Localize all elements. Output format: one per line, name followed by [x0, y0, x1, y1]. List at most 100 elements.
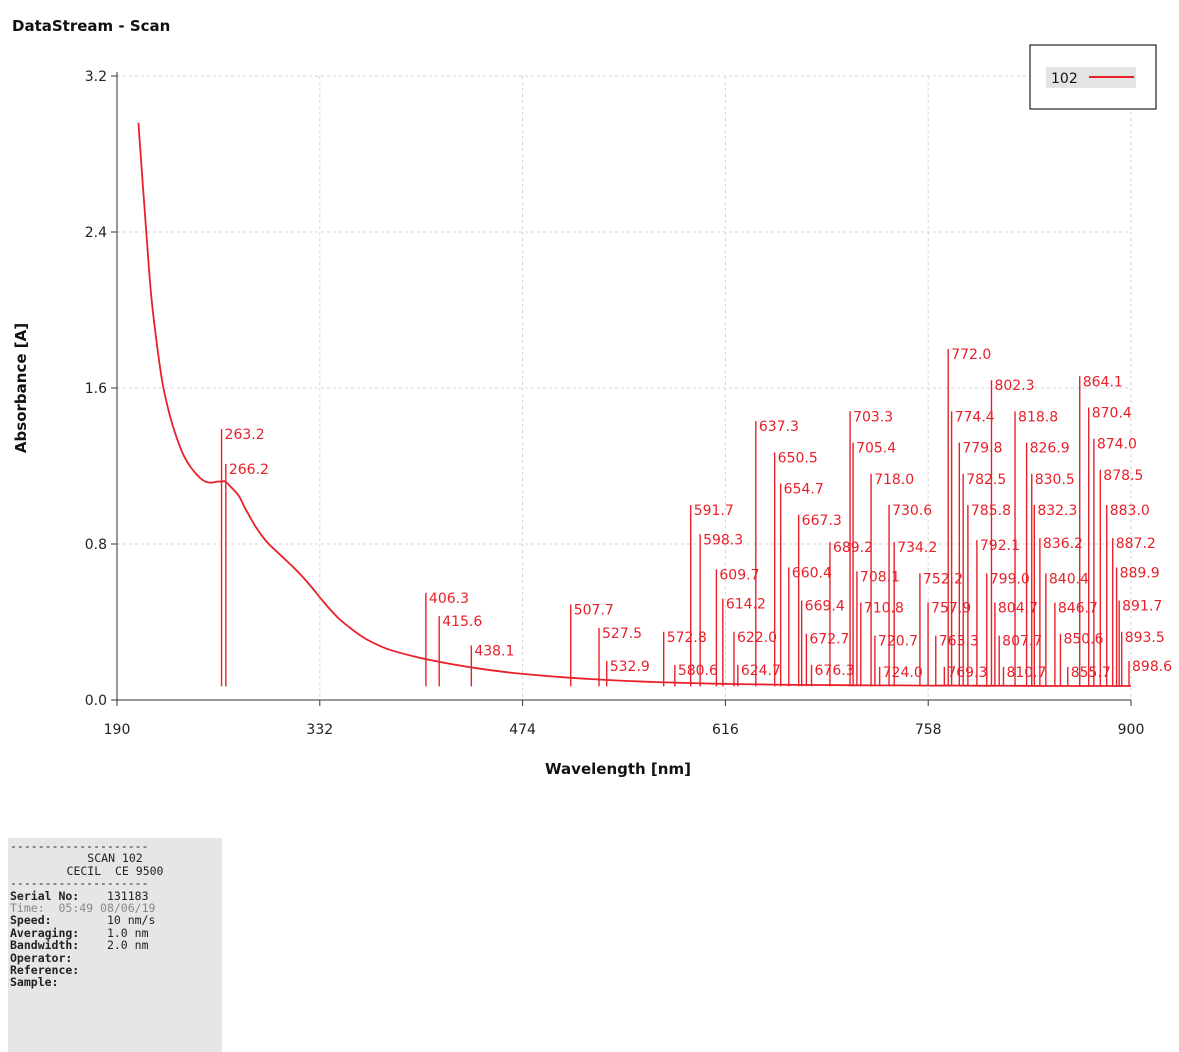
- info-averaging-label: Averaging:: [10, 925, 80, 940]
- peak-label: 898.6: [1132, 659, 1172, 675]
- info-bandwidth-label: Bandwidth:: [10, 938, 80, 953]
- peak-label: 672.7: [809, 632, 849, 648]
- peak-label: 660.4: [792, 565, 832, 581]
- x-axis-label: Wavelength [nm]: [545, 760, 691, 778]
- peak-label: 893.5: [1125, 630, 1165, 646]
- peak-label: 415.6: [442, 614, 482, 630]
- peak-label: 889.9: [1120, 565, 1160, 581]
- y-tick-label: 0.8: [85, 537, 107, 553]
- peak-label: 792.1: [980, 538, 1020, 554]
- legend[interactable]: 102: [1029, 44, 1157, 110]
- peak-label: 855.7: [1071, 665, 1111, 681]
- peak-label: 689.2: [833, 540, 873, 556]
- peak-label: 598.3: [703, 532, 743, 548]
- peak-label: 676.3: [815, 663, 855, 679]
- info-time-row: Time: 05:49 08/06/19: [10, 902, 222, 914]
- peak-label: 527.5: [602, 626, 642, 642]
- peak-label: 870.4: [1092, 406, 1132, 422]
- peak-label: 572.8: [667, 630, 707, 646]
- peak-label: 609.7: [719, 567, 759, 583]
- info-time-label: Time:: [10, 900, 45, 915]
- peak-label: 752.2: [923, 571, 963, 587]
- info-instrument: CECIL CE 9500: [66, 863, 164, 878]
- peak-label: 878.5: [1103, 468, 1143, 484]
- peak-label: 818.8: [1018, 409, 1058, 425]
- peak-label: 734.2: [897, 540, 937, 556]
- peak-label: 266.2: [229, 462, 269, 478]
- peak-label: 614.2: [726, 597, 766, 613]
- peak-label: 532.9: [610, 659, 650, 675]
- peak-label: 840.4: [1049, 571, 1089, 587]
- x-tick-label: 474: [509, 722, 536, 738]
- peak-label: 705.4: [856, 441, 896, 457]
- peak-label: 782.5: [966, 472, 1006, 488]
- x-tick-label: 190: [104, 722, 131, 738]
- peak-label: 804.7: [998, 601, 1038, 617]
- info-operator-row: Operator:: [10, 950, 73, 965]
- peak-label: 785.8: [971, 503, 1011, 519]
- peak-label: 580.6: [678, 663, 718, 679]
- peak-label: 667.3: [802, 513, 842, 529]
- info-speed-value: 10 nm/s: [106, 913, 156, 928]
- peak-label: 832.3: [1037, 503, 1077, 519]
- info-time-value: 05:49 08/06/19: [58, 900, 156, 915]
- peak-label: 710.8: [864, 601, 904, 617]
- grid-lines: [117, 75, 1132, 700]
- y-tick-label: 2.4: [85, 225, 107, 241]
- x-tick-label: 616: [712, 722, 739, 738]
- peak-label: 891.7: [1122, 599, 1162, 615]
- peak-label: 874.0: [1097, 437, 1137, 453]
- series-layer: [137, 122, 1131, 687]
- info-bandwidth-value: 2.0 nm: [106, 938, 149, 953]
- y-axis-label: Absorbance [A]: [12, 323, 30, 453]
- axes: 190 332 474 616 758 900 0.0 0.8 1.6 2.4 3.2: [85, 69, 1145, 738]
- info-sample-row: Sample:: [10, 975, 59, 990]
- peak-label: 769.3: [947, 665, 987, 681]
- peak-label: 802.3: [994, 378, 1034, 394]
- peak-label: 720.7: [878, 634, 918, 650]
- peak-label: 763.3: [939, 634, 979, 650]
- peak-label: 622.0: [737, 630, 777, 646]
- peak-label: 708.1: [860, 569, 900, 585]
- y-tick-label: 1.6: [85, 381, 107, 397]
- scan-info-panel: -------------------- SCAN 102 CECIL CE 9…: [8, 838, 222, 1052]
- info-speed-label: Speed:: [10, 913, 52, 928]
- peak-label: 779.8: [962, 441, 1002, 457]
- peak-label: 703.3: [853, 409, 893, 425]
- peak-label: 724.0: [883, 665, 923, 681]
- info-serial-value: 131183: [106, 888, 149, 903]
- info-serial-label: Serial No:: [10, 888, 80, 903]
- peak-label: 669.4: [805, 599, 845, 615]
- peak-label: 654.7: [784, 482, 824, 498]
- peak-label: 846.7: [1058, 601, 1098, 617]
- peak-label: 826.9: [1030, 441, 1070, 457]
- peak-label: 887.2: [1116, 536, 1156, 552]
- peaks-layer: 263.2 266.2 406.3 415.6 438.1 507.7 527.5 532.9…: [220, 347, 1172, 687]
- peak-label: 830.5: [1035, 472, 1075, 488]
- peak-label: 836.2: [1043, 536, 1083, 552]
- peak-label: 757.9: [931, 601, 971, 617]
- info-rule-bottom: --------------------: [10, 876, 149, 891]
- peak-label: 807.7: [1002, 634, 1042, 650]
- info-bandwidth-row: Bandwidth: 2.0 nm: [10, 939, 222, 951]
- peak-label: 637.3: [759, 419, 799, 435]
- y-tick-label: 3.2: [85, 69, 107, 85]
- x-tick-label: 758: [915, 722, 942, 738]
- peak-label: 730.6: [892, 503, 932, 519]
- info-reference-row: Reference:: [10, 962, 80, 977]
- x-tick-label: 900: [1118, 722, 1145, 738]
- peak-label: 650.5: [778, 450, 818, 466]
- peak-label: 864.1: [1083, 374, 1123, 390]
- peak-label: 624.7: [741, 663, 781, 679]
- info-averaging-row: Averaging: 1.0 nm: [10, 927, 222, 939]
- info-scan-title: SCAN 102: [87, 851, 143, 866]
- info-serial-row: Serial No: 131183: [10, 888, 222, 903]
- peak-label: 438.1: [474, 643, 514, 659]
- peak-label: 850.6: [1063, 632, 1103, 648]
- peak-label: 774.4: [955, 409, 995, 425]
- x-tick-label: 332: [306, 722, 333, 738]
- peak-label: 263.2: [225, 427, 265, 443]
- peak-label: 799.0: [990, 571, 1030, 587]
- peak-label: 810.7: [1006, 665, 1046, 681]
